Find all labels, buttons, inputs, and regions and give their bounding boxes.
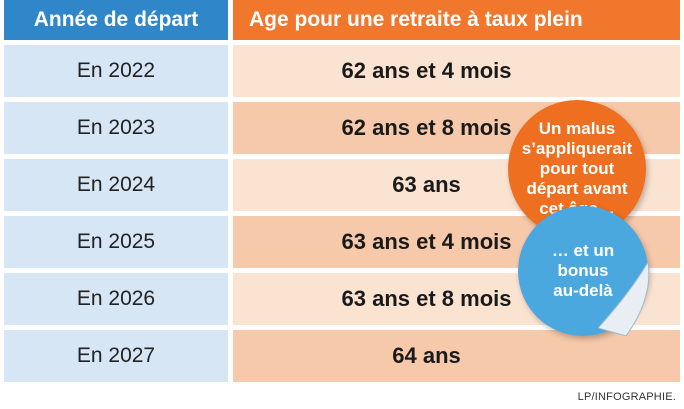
table-row: En 2023 62 ans et 8 mois	[4, 102, 680, 154]
year-cell: En 2023	[4, 102, 228, 154]
year-cell: En 2026	[4, 273, 228, 325]
malus-text: Un malus s’appliquerait pour tout départ…	[521, 119, 633, 218]
table-row: En 2027 64 ans	[4, 330, 680, 382]
credit-label: LP/INFOGRAPHIE.	[577, 391, 676, 403]
year-cell: En 2027	[4, 330, 228, 382]
header-year: Année de départ	[4, 0, 228, 40]
age-cell: 64 ans	[233, 330, 680, 382]
header-age: Age pour une retraite à taux plein	[233, 0, 680, 40]
table-row: En 2022 62 ans et 4 mois	[4, 45, 680, 97]
age-cell: 62 ans et 4 mois	[233, 45, 680, 97]
year-cell: En 2022	[4, 45, 228, 97]
year-cell: En 2025	[4, 216, 228, 268]
bonus-sticker: … et un bonus au-delà	[518, 206, 648, 336]
year-cell: En 2024	[4, 159, 228, 211]
bonus-text: … et un bonus au-delà	[551, 241, 615, 300]
